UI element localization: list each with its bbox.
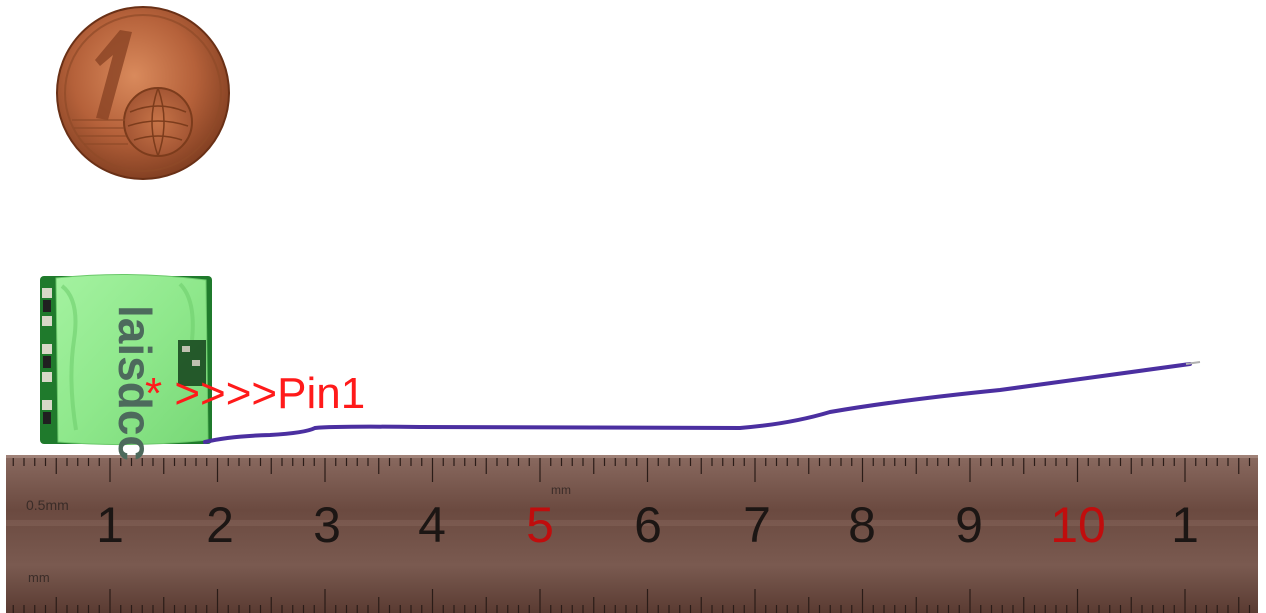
ruler-label-mm-bottom: mm	[28, 570, 50, 585]
coin	[56, 6, 230, 180]
ruler-label-half-mm: 0.5mm	[26, 497, 69, 513]
ruler-label-mm-center: mm	[551, 483, 571, 497]
decoder-board	[40, 273, 212, 446]
purple-wire	[203, 361, 1201, 444]
pin1-annotation: * >>>>Pin1	[145, 369, 366, 418]
ruler	[6, 455, 1258, 613]
